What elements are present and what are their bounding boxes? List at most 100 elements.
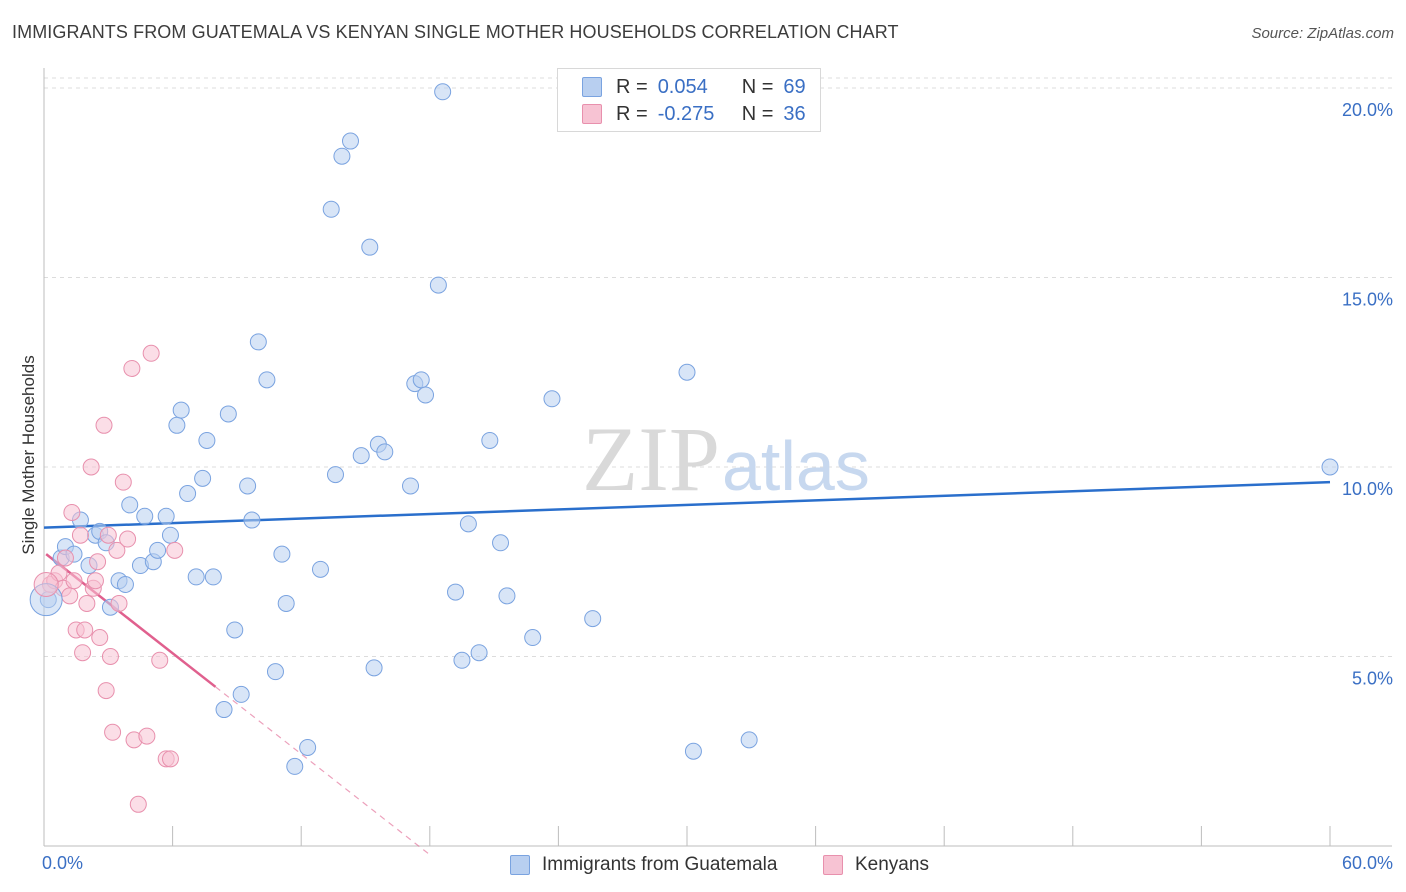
point-guatemala: [492, 534, 510, 552]
legend-n-value: 69: [783, 75, 806, 98]
trend-lines: [43, 480, 1331, 856]
point-guatemala: [417, 386, 435, 404]
point-guatemala: [266, 663, 284, 681]
point-guatemala: [243, 511, 261, 529]
point-kenyans: [123, 359, 141, 377]
point-guatemala: [361, 238, 379, 256]
legend-n-value: 36: [783, 102, 806, 125]
point-kenyans: [95, 416, 113, 434]
point-kenyans: [97, 682, 115, 700]
series-legend-guatemala: Immigrants from Guatemala: [510, 852, 777, 878]
point-guatemala: [429, 276, 447, 294]
point-kenyans: [119, 530, 137, 548]
point-guatemala: [116, 575, 134, 593]
point-guatemala: [172, 401, 190, 419]
legend-swatch-kenyans: [582, 104, 602, 124]
point-guatemala: [498, 587, 516, 605]
source-credit: Source: ZipAtlas.com: [1251, 25, 1394, 42]
y-axis-title: Single Mother Households: [19, 355, 38, 554]
legend-row-kenyans: R = -0.275 N = 36: [582, 101, 806, 127]
point-kenyans: [65, 572, 83, 590]
point-guatemala: [584, 610, 602, 628]
point-guatemala: [447, 583, 465, 601]
watermark-zip: ZIP: [582, 408, 720, 510]
point-guatemala: [376, 443, 394, 461]
point-guatemala: [434, 83, 452, 101]
point-kenyans: [71, 526, 89, 544]
point-guatemala: [187, 568, 205, 586]
point-guatemala: [168, 416, 186, 434]
point-kenyans: [104, 723, 122, 741]
legend-n-label: N =: [741, 75, 774, 98]
point-kenyans: [138, 727, 156, 745]
series-name-kenyans: Kenyans: [855, 854, 929, 875]
y-tick-label: 20.0%: [1342, 100, 1393, 120]
point-guatemala: [179, 485, 197, 503]
point-guatemala: [215, 701, 233, 719]
point-guatemala: [136, 507, 154, 525]
point-kenyans: [91, 629, 109, 647]
legend-swatch-guatemala: [582, 77, 602, 97]
point-kenyans: [86, 572, 104, 590]
point-kenyans: [161, 750, 179, 768]
legend-row-guatemala: R = 0.054 N = 69: [582, 74, 806, 100]
series-legend-kenyans: Kenyans: [823, 852, 929, 878]
point-kenyans: [129, 795, 147, 813]
point-kenyans: [76, 621, 94, 639]
point-kenyans: [56, 549, 74, 567]
trend-line-kenyans-extension: [215, 686, 431, 856]
point-kenyans-cluster: [33, 571, 59, 597]
point-kenyans: [99, 526, 117, 544]
point-guatemala: [286, 757, 304, 775]
point-guatemala: [273, 545, 291, 563]
axes: [43, 68, 1392, 847]
point-guatemala: [149, 541, 167, 559]
point-guatemala: [678, 363, 696, 381]
legend-r-label: R =: [616, 102, 648, 125]
correlation-legend: R = 0.054 N = 69 R = -0.275 N = 36: [557, 68, 821, 132]
point-guatemala: [299, 738, 317, 756]
point-guatemala: [740, 731, 758, 749]
point-guatemala: [198, 431, 216, 449]
point-guatemala: [481, 431, 499, 449]
point-guatemala: [470, 644, 488, 662]
y-tick-label: 10.0%: [1342, 479, 1393, 499]
point-guatemala: [326, 466, 344, 484]
point-guatemala: [232, 685, 250, 703]
point-kenyans: [78, 594, 96, 612]
legend-r-value: 0.054: [657, 75, 708, 98]
point-guatemala: [157, 507, 175, 525]
point-guatemala: [412, 371, 430, 389]
y-tick-label: 5.0%: [1352, 669, 1393, 689]
x-tick-label-min: 0.0%: [42, 853, 83, 873]
point-kenyans: [114, 473, 132, 491]
point-guatemala: [311, 560, 329, 578]
point-guatemala: [365, 659, 383, 677]
point-kenyans: [82, 458, 100, 476]
point-guatemala: [341, 132, 359, 150]
point-kenyans: [108, 541, 126, 559]
point-guatemala: [239, 477, 257, 495]
point-guatemala: [226, 621, 244, 639]
point-guatemala: [459, 515, 477, 533]
point-guatemala: [204, 568, 222, 586]
point-kenyans: [110, 594, 128, 612]
point-kenyans: [89, 553, 107, 571]
point-guatemala: [258, 371, 276, 389]
point-guatemala: [684, 742, 702, 760]
point-kenyans: [74, 644, 92, 662]
point-guatemala: [543, 390, 561, 408]
point-guatemala: [402, 477, 420, 495]
legend-r-label: R =: [616, 75, 648, 98]
legend-n-label: N =: [741, 102, 774, 125]
point-guatemala: [194, 469, 212, 487]
point-guatemala: [333, 147, 351, 165]
y-tick-label: 15.0%: [1342, 290, 1393, 310]
point-guatemala: [277, 594, 295, 612]
x-tick-label-max: 60.0%: [1342, 853, 1393, 873]
point-kenyans: [151, 651, 169, 669]
point-kenyans: [101, 648, 119, 665]
series-swatch-kenyans: [823, 855, 843, 875]
point-guatemala: [352, 447, 370, 465]
